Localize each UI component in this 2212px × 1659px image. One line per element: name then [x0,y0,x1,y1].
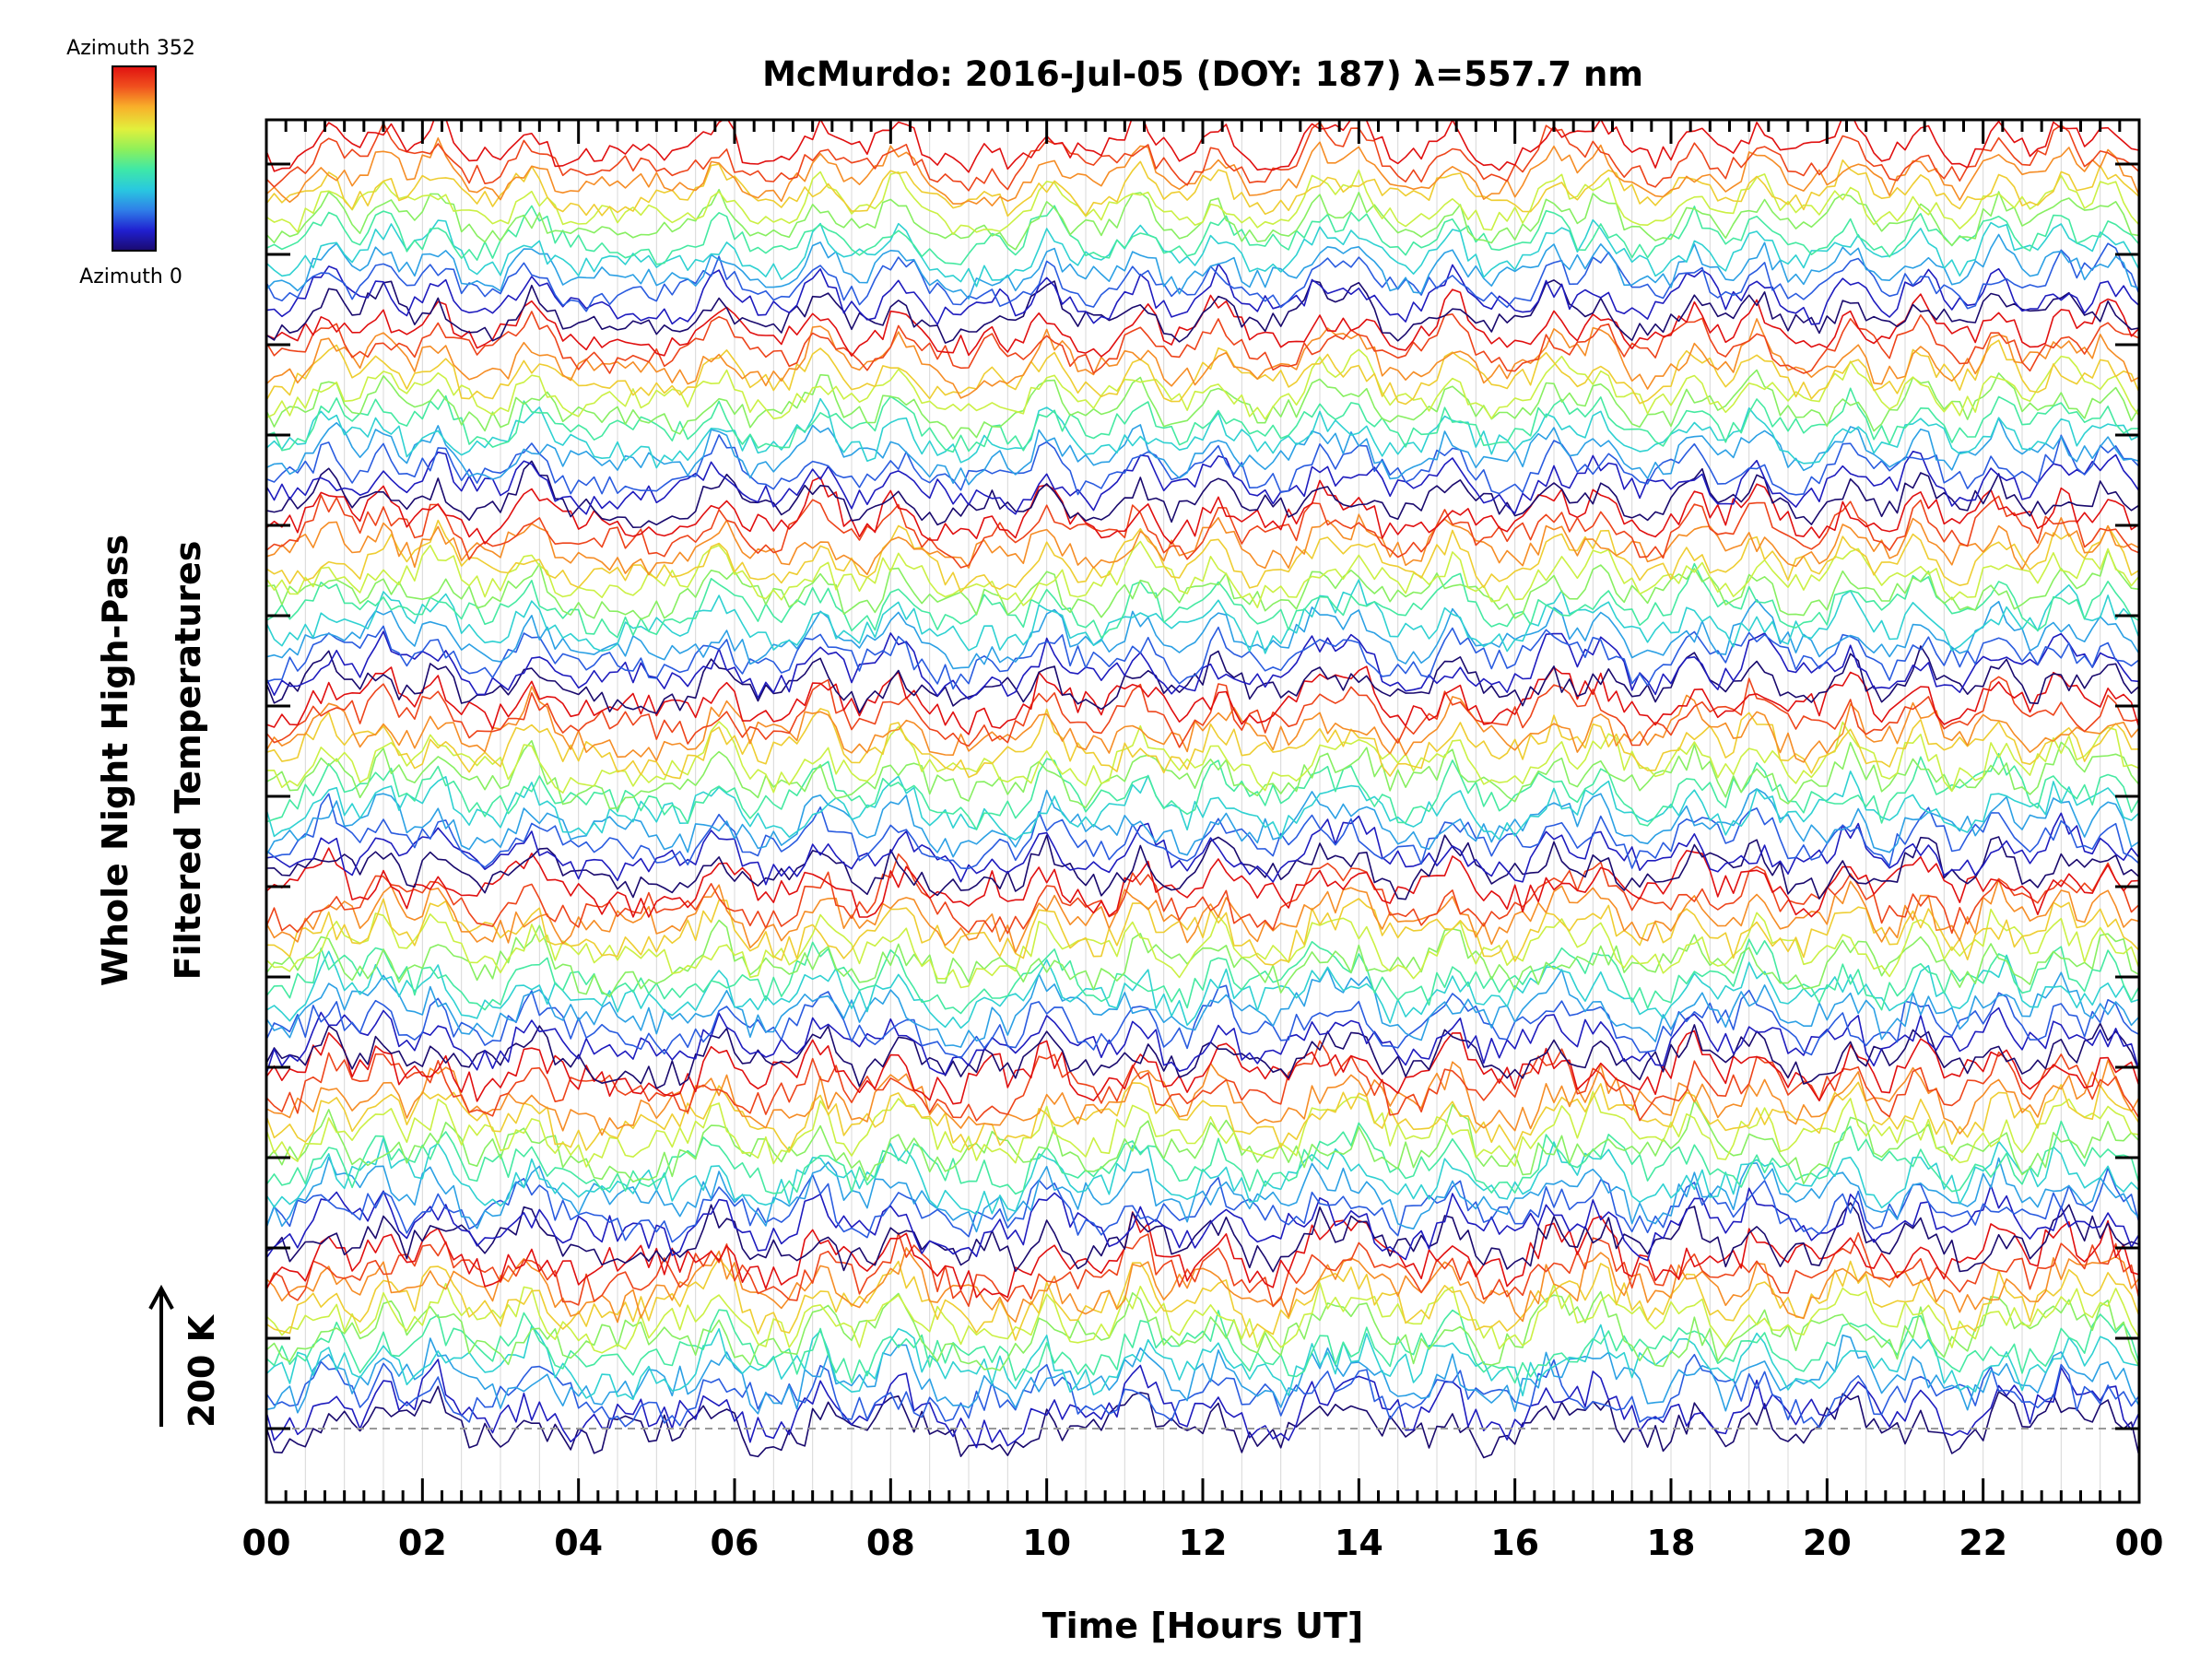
trace-azimuth-line [266,1309,2139,1384]
trace-azimuth-line [266,1167,2139,1243]
trace-azimuth-line [266,121,2139,192]
x-tick-label: 10 [1022,1523,1071,1563]
x-tick-label: 08 [866,1523,915,1563]
trace-azimuth-line [266,339,2139,406]
trace-azimuth-line [266,562,2139,639]
trace-azimuth-line [266,834,2139,900]
trace-azimuth-line [266,967,2139,1048]
x-tick-label: 00 [2115,1523,2164,1563]
x-tick-label: 00 [242,1523,291,1563]
trace-azimuth-line [266,1257,2139,1341]
trace-azimuth-line [266,233,2139,300]
trace-azimuth-line [266,1156,2139,1233]
trace-azimuth-line [266,450,2139,515]
trace-azimuth-line [266,477,2139,545]
x-tick-label: 18 [1647,1523,1696,1563]
trace-azimuth-line [266,1202,2139,1273]
x-axis-label: Time [Hours UT] [1042,1606,1364,1646]
trace-azimuth-line [266,598,2139,670]
trace-azimuth-line [266,1247,2139,1324]
x-tick-label: 04 [554,1523,603,1563]
trace-azimuth-line [266,159,2139,218]
trace-azimuth-line [266,898,2139,966]
trace-azimuth-line [266,908,2139,989]
trace-azimuth-line [266,1290,2139,1371]
trace-azimuth-line [266,169,2139,235]
axis-ticks [265,120,2141,1502]
x-tick-label: 22 [1959,1523,2007,1563]
vertical-gridlines [304,120,2101,1502]
trace-azimuth-line [266,397,2139,469]
trace-azimuth-line [266,812,2139,886]
trace-azimuth-line [266,434,2139,496]
trace-azimuth-line [266,417,2139,486]
trace-azimuth-line [266,369,2139,440]
trace-azimuth-line [266,984,2139,1059]
x-tick-label: 16 [1490,1523,1539,1563]
trace-azimuth-line [266,311,2139,374]
trace-azimuth-line [266,318,2139,399]
trace-azimuth-line [266,1211,2139,1299]
trace-azimuth-line [266,1334,2139,1415]
trace-azimuth-line [266,1006,2139,1076]
x-tick-label: 12 [1179,1523,1228,1563]
trace-azimuth-line [266,494,2139,569]
trace-azimuth-line [266,549,2139,620]
trace-azimuth-line [266,771,2139,841]
colorbar [112,65,157,252]
x-tick-label: 06 [711,1523,759,1563]
x-tick-labels: 00 02 04 06 08 10 12 14 16 18 20 22 00 [242,1523,2164,1563]
trace-azimuth-line [266,263,2139,325]
colorbar-bottom-label: Azimuth 0 [79,265,182,288]
y-axis-label-line1: Whole Night High-Pass [95,535,135,986]
temperature-traces [266,120,2139,1459]
trace-azimuth-line [266,205,2139,265]
y-axis-label-line2: Filtered Temperatures [168,541,208,981]
trace-azimuth-line [266,1040,2139,1122]
trace-azimuth-line [266,348,2139,420]
trace-azimuth-line [266,1353,2139,1429]
trace-azimuth-line [266,739,2139,810]
trace-azimuth-line [266,1282,2139,1354]
trace-azimuth-line [266,630,2139,700]
x-tick-label: 14 [1335,1523,1383,1563]
trace-azimuth-line [266,513,2139,576]
trace-azimuth-line [266,1324,2139,1401]
trace-azimuth-line [266,579,2139,654]
trace-azimuth-line [266,645,2139,714]
trace-azimuth-line [266,242,2139,312]
trace-azimuth-line [266,950,2139,1030]
x-tick-label: 20 [1803,1523,1852,1563]
trace-azimuth-line [266,279,2139,344]
trace-azimuth-line [266,519,2139,594]
trace-azimuth-line [266,1184,2139,1262]
trace-azimuth-line [266,1232,2139,1308]
trace-azimuth-line [266,938,2139,1015]
trace-azimuth-line [266,708,2139,780]
trace-azimuth-line [266,676,2139,748]
trace-azimuth-line [266,919,2139,998]
trace-azimuth-line [266,218,2139,288]
trace-azimuth-line [266,1100,2139,1185]
scale-bar-label: 200 K [182,1313,222,1428]
trace-azimuth-line [266,1090,2139,1168]
trace-azimuth-line [266,1120,2139,1195]
trace-azimuth-line [266,1022,2139,1089]
trace-azimuth-line [266,1030,2139,1105]
colorbar-top-label: Azimuth 352 [66,37,195,60]
trace-azimuth-line [266,878,2139,954]
trace-azimuth-line [266,625,2139,690]
chart-title: McMurdo: 2016-Jul-05 (DOY: 187) λ=557.7 … [762,54,1643,94]
trace-azimuth-line [266,1059,2139,1136]
scale-bar-arrow [148,1284,174,1427]
x-tick-label: 02 [398,1523,447,1563]
trace-azimuth-line [266,788,2139,858]
trace-azimuth-line [266,752,2139,830]
